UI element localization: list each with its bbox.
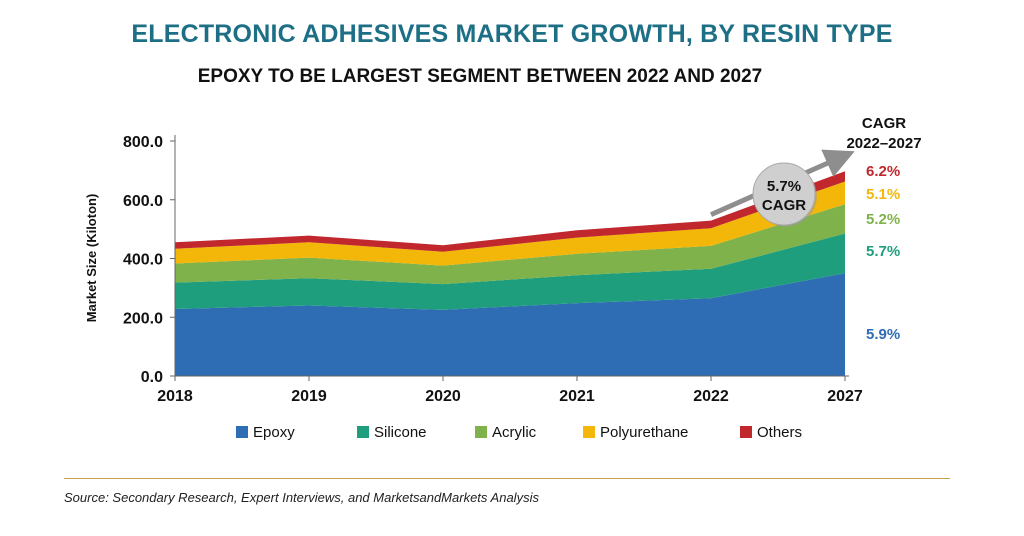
x-tick-label: 2020	[425, 388, 461, 405]
legend-item-acrylic: Acrylic	[475, 424, 537, 441]
area-chart: 0.0 200.0 400.0 600.0 800.0 2018 2019 2020 2021 2…	[84, 115, 922, 441]
cagr-label-acrylic: 5.2%	[866, 211, 900, 228]
x-tick-label: 2021	[559, 388, 595, 405]
legend-swatch	[583, 426, 595, 438]
legend-item-silicone: Silicone	[357, 424, 427, 441]
area-others	[175, 171, 845, 252]
area-polyurethane	[175, 181, 845, 266]
cagr-label-polyurethane: 5.1%	[866, 186, 900, 203]
area-epoxy	[175, 273, 845, 376]
cagr-label-epoxy: 5.9%	[866, 326, 900, 343]
y-tick-label: 800.0	[123, 134, 163, 151]
chart-subtitle: EPOXY TO BE LARGEST SEGMENT BETWEEN 2022…	[197, 66, 763, 87]
x-tick-label: 2019	[291, 388, 327, 405]
legend-label: Polyurethane	[600, 424, 688, 441]
cagr-label-others: 6.2%	[866, 163, 900, 180]
legend-label: Acrylic	[492, 424, 537, 441]
cagr-header: CAGR	[862, 115, 906, 132]
legend-swatch	[357, 426, 369, 438]
bubble-value: 5.7%	[767, 178, 801, 195]
legend-swatch	[236, 426, 248, 438]
legend-swatch	[475, 426, 487, 438]
legend-item-polyurethane: Polyurethane	[583, 424, 688, 441]
legend-swatch	[740, 426, 752, 438]
y-tick-label: 0.0	[141, 369, 163, 386]
y-tick-label: 400.0	[123, 252, 163, 269]
legend-label: Silicone	[374, 424, 427, 441]
chart-title: ELECTRONIC ADHESIVES MARKET GROWTH, BY R…	[131, 20, 893, 48]
y-tick-label: 600.0	[123, 193, 163, 210]
cagr-period: 2022–2027	[846, 135, 921, 152]
legend-label: Others	[757, 424, 802, 441]
legend-label: Epoxy	[253, 424, 295, 441]
y-tick-label: 200.0	[123, 310, 163, 327]
x-tick-label: 2022	[693, 388, 729, 405]
area-silicone	[175, 233, 845, 310]
footer-divider	[64, 478, 950, 479]
source-note: Source: Secondary Research, Expert Inter…	[64, 490, 539, 505]
y-axis-label: Market Size (Kiloton)	[84, 194, 99, 323]
x-tick-label: 2018	[157, 388, 193, 405]
x-tick-label: 2027	[827, 388, 863, 405]
legend-item-others: Others	[740, 424, 802, 441]
legend-item-epoxy: Epoxy	[236, 424, 295, 441]
cagr-bubble	[752, 162, 816, 226]
area-acrylic	[175, 204, 845, 285]
cagr-label-silicone: 5.7%	[866, 243, 900, 260]
bubble-label: CAGR	[762, 197, 806, 214]
